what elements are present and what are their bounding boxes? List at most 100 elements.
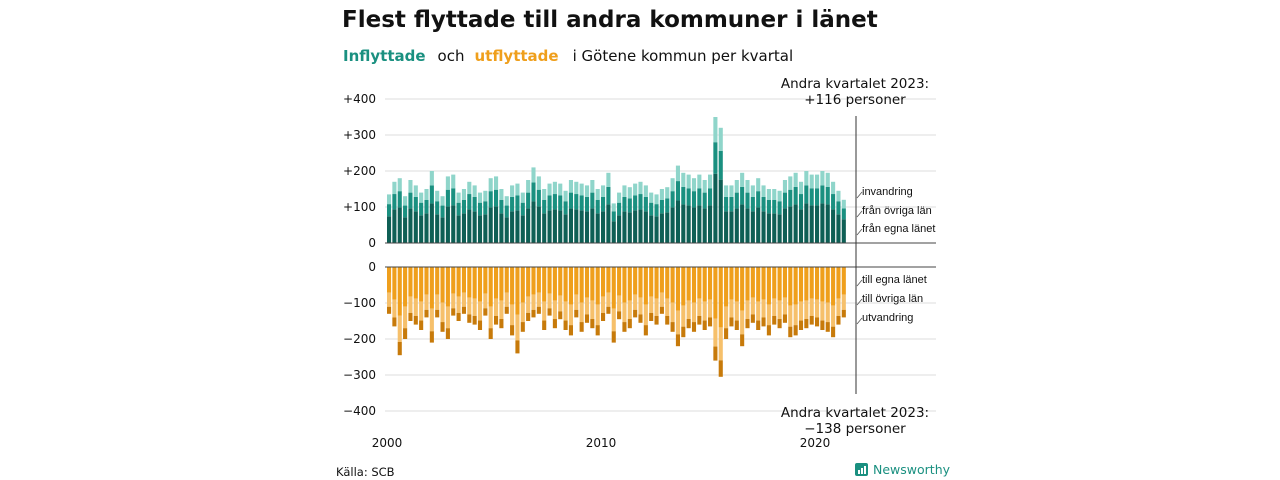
bar-in-ovriga-lan: [579, 195, 584, 211]
bar-out-utvandring: [665, 315, 670, 325]
bar-in-invandring: [734, 180, 739, 193]
newsworthy-icon-bar-3: [864, 466, 866, 474]
bar-out-ovriga-lan: [467, 297, 472, 315]
bar-out-utvandring: [515, 340, 520, 354]
bar-out-egna-lanet: [483, 267, 488, 294]
bar-in-ovriga-lan: [831, 194, 836, 210]
bar-out-utvandring: [547, 308, 552, 316]
bar-in-egna-lanet: [713, 173, 718, 243]
bar-in-ovriga-lan: [670, 191, 675, 208]
y-tick-label: +400: [343, 92, 376, 106]
bar-out-utvandring: [601, 312, 606, 321]
bar-in-egna-lanet: [461, 213, 466, 243]
bar-out-utvandring: [761, 317, 766, 327]
bar-in-ovriga-lan: [574, 194, 579, 210]
bar-in-ovriga-lan: [542, 199, 547, 214]
label-fran-ovriga-lan: från övriga län: [862, 205, 932, 217]
series-label-leader: [856, 228, 863, 236]
bar-out-utvandring: [793, 325, 798, 336]
bar-in-ovriga-lan: [761, 196, 766, 212]
bar-in-egna-lanet: [617, 215, 622, 243]
bar-in-egna-lanet: [654, 216, 659, 243]
bar-out-utvandring: [777, 319, 782, 329]
bar-in-ovriga-lan: [419, 202, 424, 216]
bar-in-invandring: [456, 192, 461, 203]
bar-out-utvandring: [456, 312, 461, 321]
bar-out-ovriga-lan: [708, 299, 713, 318]
bar-in-ovriga-lan: [638, 194, 643, 210]
bar-in-ovriga-lan: [477, 202, 483, 216]
bar-out-egna-lanet: [836, 267, 841, 299]
bar-out-ovriga-lan: [595, 304, 600, 326]
bar-out-utvandring: [649, 312, 654, 321]
bar-in-invandring: [606, 172, 611, 187]
bar-out-egna-lanet: [659, 267, 664, 293]
bar-out-ovriga-lan: [483, 293, 488, 309]
bar-in-ovriga-lan: [531, 182, 536, 202]
bar-out-utvandring: [772, 315, 777, 325]
bar-in-ovriga-lan: [793, 186, 798, 205]
bar-out-ovriga-lan: [472, 298, 477, 316]
source-label: Källa: SCB: [336, 465, 395, 479]
bar-in-ovriga-lan: [750, 196, 755, 212]
bar-in-invandring: [526, 180, 531, 193]
bar-out-egna-lanet: [445, 267, 450, 307]
bar-out-ovriga-lan: [408, 296, 413, 313]
bar-in-ovriga-lan: [429, 185, 434, 204]
bar-in-invandring: [708, 174, 713, 189]
bar-out-ovriga-lan: [419, 301, 424, 321]
bar-in-egna-lanet: [745, 208, 750, 243]
bar-out-egna-lanet: [611, 267, 616, 309]
bar-in-egna-lanet: [467, 209, 472, 243]
bar-in-invandring: [836, 190, 841, 202]
bar-in-egna-lanet: [515, 210, 520, 243]
y-tick-label: +100: [343, 200, 376, 214]
bar-out-ovriga-lan: [397, 315, 402, 342]
bar-in-egna-lanet: [761, 211, 766, 243]
bar-in-ovriga-lan: [804, 185, 809, 204]
bar-out-utvandring: [724, 328, 729, 339]
bar-in-ovriga-lan: [472, 196, 477, 212]
bar-in-invandring: [820, 171, 825, 186]
bar-in-ovriga-lan: [617, 202, 622, 216]
bar-out-utvandring: [708, 317, 713, 327]
bar-out-egna-lanet: [708, 267, 713, 300]
bar-out-ovriga-lan: [387, 292, 392, 307]
gridlines: [385, 98, 936, 412]
bar-in-egna-lanet: [804, 203, 809, 243]
bar-out-ovriga-lan: [435, 294, 440, 310]
bar-out-utvandring: [387, 306, 392, 314]
bar-in-egna-lanet: [558, 210, 563, 243]
bar-in-invandring: [649, 192, 654, 203]
bar-out-ovriga-lan: [558, 295, 563, 312]
bar-out-egna-lanet: [413, 267, 418, 299]
bar-out-egna-lanet: [526, 267, 531, 297]
bar-out-ovriga-lan: [547, 293, 552, 309]
bar-out-egna-lanet: [515, 267, 520, 315]
bar-out-ovriga-lan: [429, 308, 434, 332]
bar-out-ovriga-lan: [488, 306, 493, 329]
bar-out-utvandring: [622, 322, 627, 332]
bar-out-ovriga-lan: [836, 298, 841, 316]
bar-in-egna-lanet: [665, 212, 670, 243]
bar-in-invandring: [670, 178, 675, 192]
bar-in-ovriga-lan: [526, 192, 531, 209]
bar-in-egna-lanet: [622, 211, 627, 243]
bar-in-egna-lanet: [547, 210, 552, 243]
bar-out-ovriga-lan: [665, 298, 670, 316]
bar-in-invandring: [547, 183, 552, 196]
bar-in-ovriga-lan: [461, 199, 466, 214]
bar-in-ovriga-lan: [397, 191, 402, 208]
bar-out-utvandring: [697, 315, 702, 325]
bar-in-invandring: [659, 189, 664, 200]
bar-in-egna-lanet: [408, 208, 413, 243]
bar-out-egna-lanet: [820, 267, 825, 302]
bar-in-ovriga-lan: [841, 208, 846, 220]
bar-out-utvandring: [654, 315, 659, 325]
bar-out-utvandring: [750, 314, 755, 323]
bar-out-egna-lanet: [825, 267, 830, 303]
bar-out-ovriga-lan: [504, 292, 509, 307]
bar-out-egna-lanet: [403, 267, 408, 307]
bar-out-egna-lanet: [841, 267, 846, 295]
bar-in-egna-lanet: [451, 205, 456, 243]
